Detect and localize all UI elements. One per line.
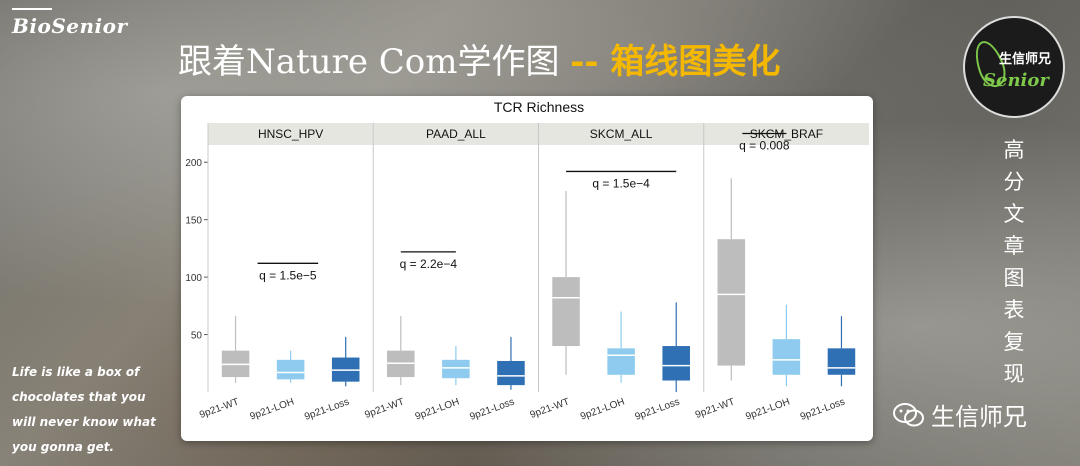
x-tick-label: 9p21-LOH — [579, 396, 626, 422]
wechat-icon — [893, 402, 924, 426]
facet-label: SKCM_ALL — [590, 127, 653, 141]
page-title: 跟着Nature Com学作图 -- 箱线图美化 — [178, 34, 780, 83]
y-tick-label: 100 — [185, 273, 202, 284]
box-9p21-Loss — [827, 348, 856, 375]
box-9p21-WT — [717, 239, 746, 366]
chart-title: TCR Richness — [494, 99, 584, 115]
x-tick-label: 9p21-WT — [529, 396, 571, 420]
box-9p21-LOH — [607, 348, 635, 375]
box-9p21-LOH — [276, 359, 305, 380]
y-tick-label: 50 — [191, 331, 203, 342]
plot-area: 50 100 150 200 HNSC_HPV 9p21-WT 9p21-LOH 9p21-L… — [185, 123, 869, 423]
x-tick-label: 9p21-WT — [694, 396, 736, 420]
x-tick-label: 9p21-Loss — [634, 396, 682, 422]
y-tick-label: 200 — [185, 158, 202, 169]
significance-label: q = 2.2e−4 — [400, 257, 458, 271]
side-caption: 高分文章图表复现 — [1003, 138, 1025, 386]
facet-label: PAAD_ALL — [426, 127, 486, 141]
significance-label: q = 1.5e−4 — [592, 176, 650, 190]
x-tick-label: 9p21-LOH — [744, 396, 791, 422]
title-main: 跟着Nature Com学作图 — [178, 42, 571, 82]
significance-label: q = 0.008 — [739, 139, 790, 153]
box-9p21-Loss — [662, 346, 690, 381]
quote-text: Life is like a box of chocolates that yo… — [12, 365, 156, 454]
x-tick-label: 9p21-Loss — [468, 396, 516, 422]
title-highlight: -- 箱线图美化 — [570, 42, 781, 82]
brand-badge: 生信师兄 Senior — [963, 16, 1065, 118]
brand-logo: BioSenior — [12, 8, 128, 38]
y-tick-label: 150 — [185, 216, 202, 227]
x-tick-label: 9p21-LOH — [249, 396, 296, 422]
x-tick-label: 9p21-WT — [198, 396, 240, 420]
chart-card: TCR Richness 50 100 150 200 HNSC_HPV 9p21-WT 9… — [181, 96, 873, 441]
significance-label: q = 1.5e−5 — [259, 268, 317, 282]
box-9p21-LOH — [772, 339, 801, 375]
box-9p21-WT — [552, 277, 580, 347]
x-tick-label: 9p21-Loss — [303, 396, 351, 422]
x-tick-label: 9p21-Loss — [799, 396, 847, 422]
wechat-account: 生信师兄 — [893, 397, 1027, 432]
box-9p21-LOH — [442, 359, 470, 379]
x-tick-label: 9p21-LOH — [414, 396, 461, 422]
facet-label: HNSC_HPV — [258, 127, 323, 141]
x-tick-label: 9p21-WT — [363, 396, 405, 420]
boxplot-chart: TCR Richness 50 100 150 200 HNSC_HPV 9p21-WT 9… — [185, 99, 869, 423]
box-9p21-Loss — [497, 360, 525, 386]
